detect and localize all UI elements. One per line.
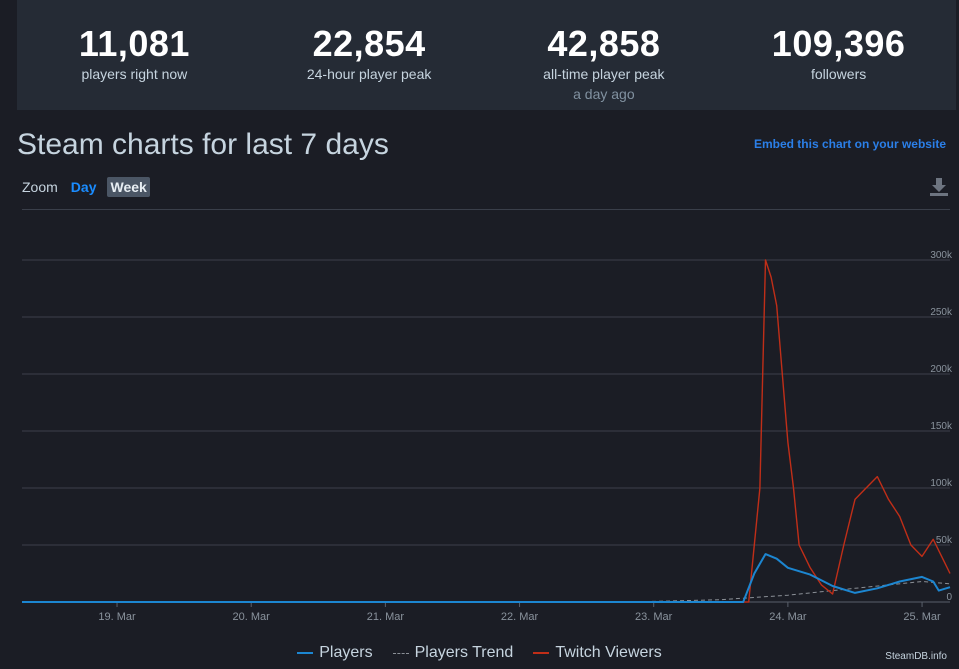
stat-24h-peak: 22,854 24-hour player peak bbox=[252, 0, 487, 110]
legend-swatch-players bbox=[297, 652, 314, 654]
zoom-controls: Zoom Day Week bbox=[22, 176, 158, 198]
x-tick-label: 19. Mar bbox=[98, 611, 136, 623]
stat-followers: 109,396 followers bbox=[721, 0, 956, 110]
legend: Players Players Trend Twitch Viewers bbox=[0, 642, 959, 664]
x-tick-label: 23. Mar bbox=[635, 611, 673, 623]
chart-divider bbox=[22, 209, 950, 210]
axis-labels: 0 50k 100k 150k 200k 250k 300k 19. Mar 20. Mar 21… bbox=[98, 250, 953, 623]
series-line-players-trend bbox=[22, 581, 951, 603]
y-tick-label: 0 bbox=[946, 592, 952, 603]
stat-value: 22,854 bbox=[312, 23, 426, 64]
chart-header: Steam charts for last 7 days Embed this … bbox=[17, 126, 946, 166]
stat-sublabel: a day ago bbox=[573, 86, 635, 102]
y-tick-label: 100k bbox=[930, 478, 953, 489]
legend-item-players[interactable]: Players bbox=[297, 644, 373, 662]
zoom-label: Zoom bbox=[22, 179, 58, 195]
steam-chart: 0 50k 100k 150k 200k 250k 300k 19. Mar 20. Mar 21… bbox=[22, 250, 953, 623]
legend-swatch-twitch bbox=[533, 652, 550, 654]
legend-label: Twitch Viewers bbox=[555, 644, 662, 661]
y-tick-label: 150k bbox=[930, 421, 953, 432]
legend-swatch-trend bbox=[392, 652, 409, 654]
legend-label: Players bbox=[319, 644, 373, 661]
y-tick-label: 200k bbox=[930, 364, 953, 375]
zoom-week-button[interactable]: Week bbox=[107, 177, 150, 197]
stat-value: 11,081 bbox=[78, 23, 190, 64]
stat-all-time-peak: 42,858 all-time player peak a day ago bbox=[487, 0, 722, 110]
embed-chart-link[interactable]: Embed this chart on your website bbox=[753, 137, 946, 151]
legend-item-players-trend[interactable]: Players Trend bbox=[392, 644, 514, 662]
steamdb-credit[interactable]: SteamDB.info bbox=[885, 651, 947, 662]
stat-value: 109,396 bbox=[771, 23, 906, 64]
stat-players-now: 11,081 players right now bbox=[17, 0, 252, 110]
stat-label: all-time player peak bbox=[543, 66, 665, 82]
y-tick-label: 250k bbox=[930, 307, 953, 318]
series-line-players bbox=[22, 553, 951, 603]
x-tick-label: 21. Mar bbox=[367, 611, 405, 623]
stat-label: players right now bbox=[81, 66, 188, 82]
stat-value: 42,858 bbox=[547, 23, 661, 64]
download-icon[interactable] bbox=[929, 176, 949, 198]
stat-label: followers bbox=[811, 66, 867, 82]
x-tick-label: 22. Mar bbox=[501, 611, 539, 623]
x-tick-label: 24. Mar bbox=[769, 611, 807, 623]
legend-label: Players Trend bbox=[414, 644, 514, 661]
legend-item-twitch[interactable]: Twitch Viewers bbox=[533, 644, 662, 662]
chart-title: Steam charts for last 7 days bbox=[17, 128, 389, 161]
x-tick-label: 25. Mar bbox=[903, 611, 941, 623]
zoom-day-button[interactable]: Day bbox=[70, 179, 97, 195]
y-tick-label: 300k bbox=[930, 250, 953, 261]
stats-bar: 11,081 players right now 22,854 24-hour … bbox=[17, 0, 956, 110]
y-tick-label: 50k bbox=[936, 535, 953, 546]
x-tick-label: 20. Mar bbox=[233, 611, 271, 623]
series bbox=[22, 259, 951, 603]
grid bbox=[22, 259, 950, 607]
stat-label: 24-hour player peak bbox=[306, 66, 432, 82]
